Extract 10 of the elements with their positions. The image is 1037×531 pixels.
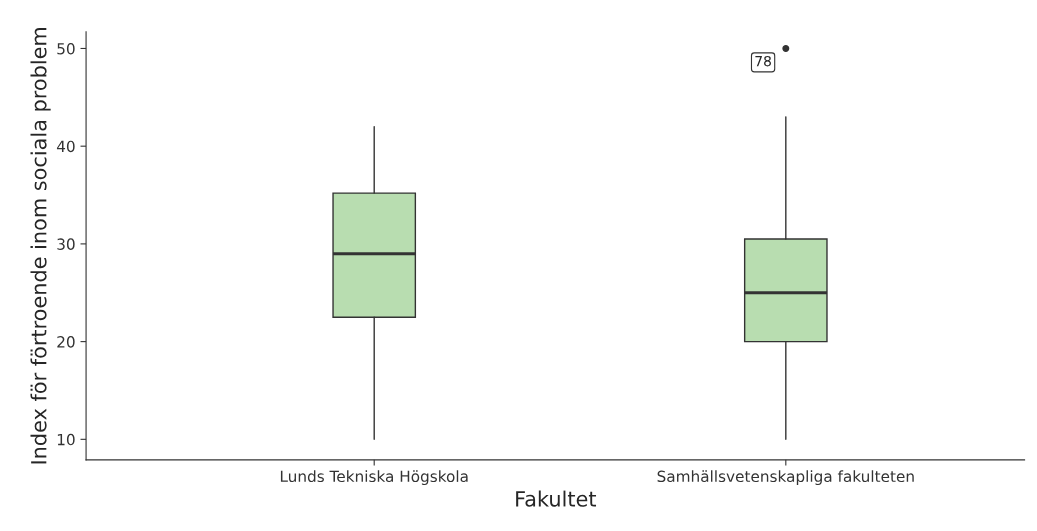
y-tick-label: 40: [56, 140, 75, 153]
y-tick-label: 20: [57, 336, 75, 348]
x-axis-title: Fakultet: [516, 490, 597, 507]
y-tick-label: 50: [57, 42, 75, 55]
x-tick-label: Lunds Tekniska Högskola: [280, 470, 468, 486]
x-tick-label: Samhällsvetenskapliga fakulteten: [657, 470, 914, 486]
y-tick-label: 30: [57, 238, 75, 250]
y-axis-title: Index för förtroende inom sociala problem: [30, 28, 51, 464]
annotation: 78: [755, 55, 771, 67]
y-tick-label: 10: [57, 433, 75, 446]
